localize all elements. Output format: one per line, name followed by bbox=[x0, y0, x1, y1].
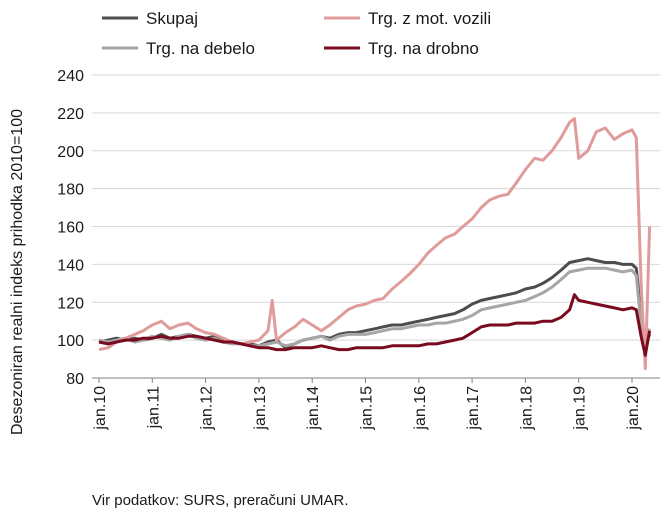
y-axis: 80 100 120 140 160 180 200 220 240 bbox=[57, 68, 660, 388]
x-tick-label: jan.17 bbox=[465, 386, 482, 431]
y-tick-label: 180 bbox=[57, 182, 84, 199]
y-tick-label: 240 bbox=[57, 68, 84, 85]
x-tick-label: jan.12 bbox=[199, 386, 216, 431]
y-tick-label: 120 bbox=[57, 295, 84, 312]
y-tick-label: 80 bbox=[66, 371, 84, 388]
x-tick-label: jan.13 bbox=[252, 386, 269, 431]
x-axis: jan.10 jan.11 jan.12 jan.13 jan.14 jan.15 jan.… bbox=[92, 378, 642, 431]
series-line-trg-na-drobno bbox=[98, 293, 652, 357]
y-tick-label: 220 bbox=[57, 106, 84, 123]
y-tick-label: 160 bbox=[57, 220, 84, 237]
series-line-trg-na-debelo bbox=[98, 266, 651, 348]
x-tick-label: jan.19 bbox=[572, 386, 589, 431]
legend-label: Trg. na drobno bbox=[368, 39, 479, 58]
legend: Skupaj Trg. z mot. vozili Trg. na debelo Tr… bbox=[102, 9, 491, 58]
x-tick-label: jan.18 bbox=[518, 386, 535, 431]
x-tick-label: jan.14 bbox=[305, 386, 322, 431]
gridlines bbox=[92, 74, 660, 341]
y-tick-label: 100 bbox=[57, 333, 84, 350]
x-tick-label: jan.10 bbox=[92, 386, 109, 431]
x-tick-label: jan.15 bbox=[359, 386, 376, 431]
x-tick-label: jan.20 bbox=[625, 386, 642, 431]
legend-label: Trg. na debelo bbox=[146, 39, 255, 58]
legend-label: Trg. z mot. vozili bbox=[368, 9, 491, 28]
y-tick-label: 200 bbox=[57, 144, 84, 161]
legend-label: Skupaj bbox=[146, 9, 198, 28]
y-tick-label: 140 bbox=[57, 257, 84, 274]
y-axis-label: Desezoniran realni indeks prihodka 2010=… bbox=[9, 109, 26, 435]
x-tick-label: jan.11 bbox=[145, 386, 162, 430]
series-line-trg-z-mot-vozili bbox=[98, 117, 652, 370]
x-tick-label: jan.16 bbox=[412, 386, 429, 431]
series-lines bbox=[98, 117, 652, 370]
source-note: Vir podatkov: SURS, preračuni UMAR. bbox=[92, 492, 349, 509]
